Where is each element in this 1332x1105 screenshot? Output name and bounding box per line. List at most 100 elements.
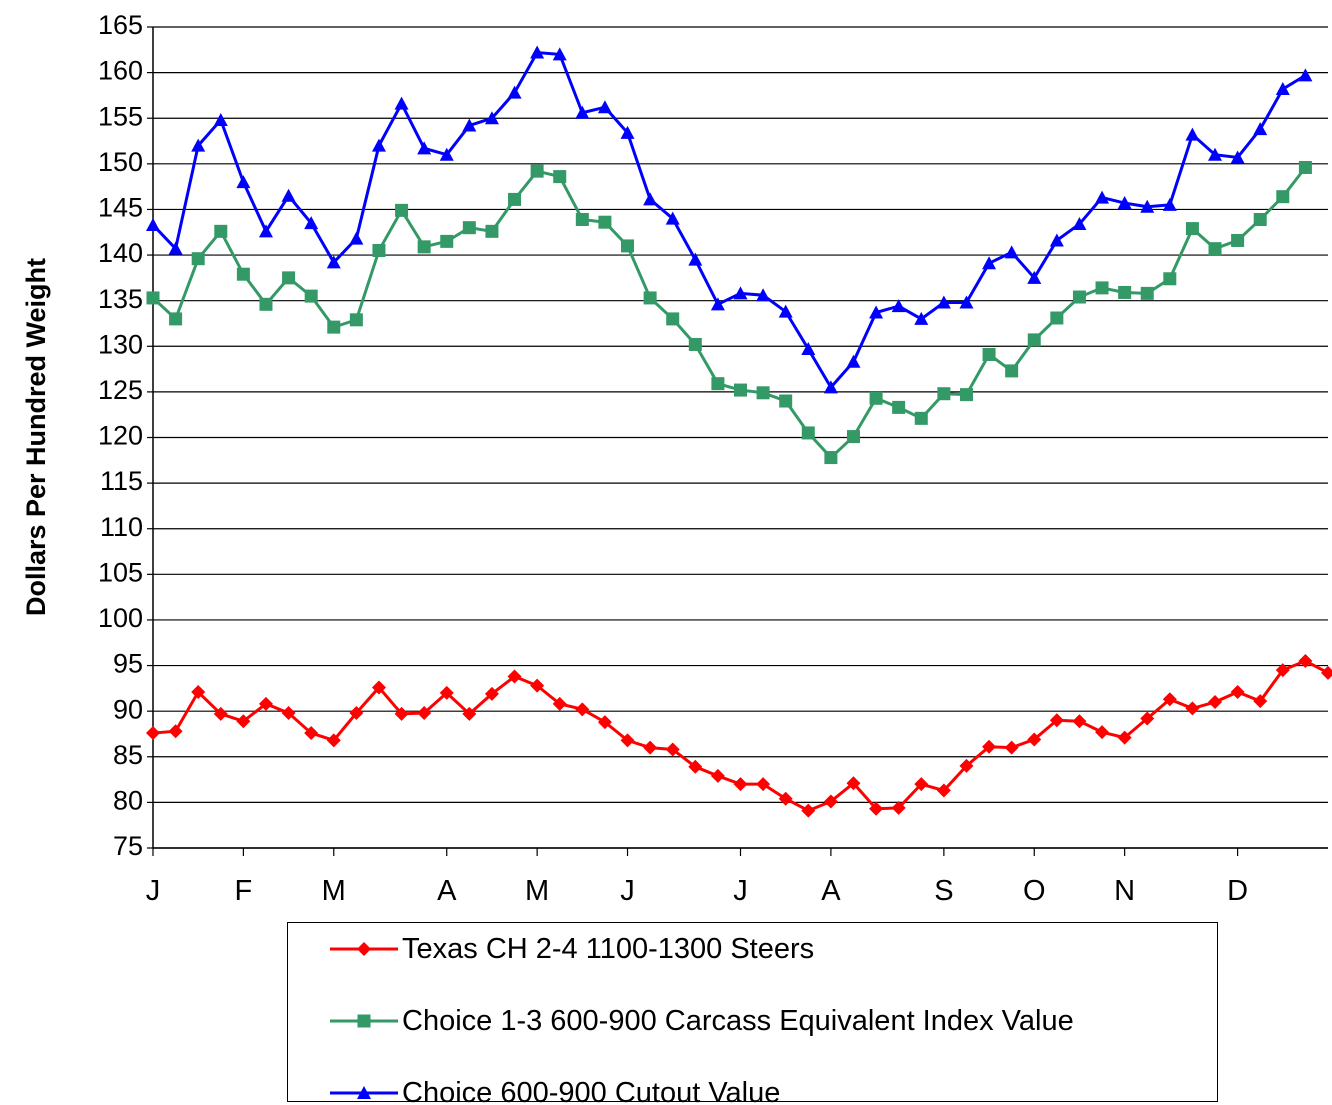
data-point [710, 297, 725, 311]
data-point [1005, 364, 1019, 378]
data-point [688, 759, 703, 774]
data-point [1049, 713, 1064, 728]
legend-swatch [330, 942, 398, 956]
data-point [236, 714, 251, 729]
data-point [508, 192, 522, 206]
x-tick-label: O [1023, 875, 1046, 907]
data-point [665, 742, 680, 757]
data-point [1004, 740, 1019, 755]
data-point [575, 105, 590, 119]
data-point [1162, 197, 1177, 211]
data-point [892, 400, 906, 414]
data-point [371, 680, 386, 695]
data-point [417, 141, 432, 155]
data-point [304, 726, 319, 741]
data-point [688, 252, 703, 266]
data-point [1298, 160, 1312, 174]
data-point [258, 696, 273, 711]
data-point [1275, 663, 1290, 678]
data-point [801, 803, 816, 818]
x-tick-label: M [322, 875, 346, 907]
data-point [530, 678, 545, 693]
data-point [801, 342, 816, 356]
data-point [281, 705, 296, 720]
data-point [326, 733, 341, 748]
data-point [846, 430, 860, 444]
data-point [1140, 286, 1154, 300]
y-tick-label: 110 [100, 512, 143, 542]
data-point [1253, 694, 1268, 709]
data-point [1163, 272, 1177, 286]
data-point [779, 394, 793, 408]
data-point [281, 188, 296, 202]
data-point [1230, 685, 1245, 700]
data-point [711, 377, 725, 391]
data-point [213, 706, 228, 721]
data-point [417, 240, 431, 254]
data-point [937, 387, 951, 401]
y-tick-label: 140 [98, 238, 143, 268]
data-point [236, 267, 250, 281]
data-point [1072, 217, 1087, 231]
data-point [982, 739, 997, 754]
data-point [439, 685, 454, 700]
data-point [621, 239, 635, 253]
data-point [597, 715, 612, 730]
data-point [688, 337, 702, 351]
data-point [959, 295, 974, 309]
x-tick-label: M [525, 875, 549, 907]
data-point [1185, 701, 1200, 716]
data-point [756, 777, 771, 792]
data-point [1231, 233, 1245, 247]
data-point [914, 411, 928, 425]
data-point [440, 234, 454, 248]
data-point [959, 388, 973, 402]
data-point [801, 426, 815, 440]
y-tick-label: 95 [113, 649, 143, 679]
y-axis-title: Dollars Per Hundred Weight [21, 258, 51, 616]
data-point [395, 203, 409, 217]
data-point [168, 724, 183, 739]
data-point [553, 170, 567, 184]
y-tick-label: 90 [113, 694, 143, 724]
data-point [710, 768, 725, 783]
data-point [1162, 692, 1177, 707]
data-point [530, 45, 545, 59]
data-point [349, 313, 363, 327]
x-tick-label: N [1114, 875, 1135, 907]
data-point [1117, 196, 1132, 210]
data-point [891, 800, 906, 815]
y-tick-label: 135 [98, 284, 143, 314]
data-point [146, 726, 160, 741]
data-point [462, 118, 477, 132]
data-point [666, 312, 680, 326]
data-point [484, 686, 499, 701]
data-point [485, 224, 499, 238]
data-point [823, 794, 838, 809]
data-point [326, 255, 341, 269]
data-point [1275, 82, 1290, 96]
data-point [394, 706, 409, 721]
legend-marker [357, 942, 371, 956]
data-point [282, 271, 296, 285]
data-point [304, 289, 318, 303]
legend-marker [357, 1086, 371, 1099]
legend-swatch [330, 1014, 398, 1028]
data-point [665, 211, 680, 225]
x-tick-label: D [1227, 875, 1248, 907]
data-point [891, 299, 906, 313]
data-point [1276, 190, 1290, 204]
data-point [394, 96, 409, 110]
data-point [191, 252, 205, 266]
y-tick-label: 100 [98, 603, 143, 633]
y-tick-label: 75 [113, 831, 143, 861]
legend: Texas CH 2-4 1100-1300 Steers Choice 1-3 … [287, 922, 1218, 1105]
data-point [620, 125, 635, 139]
data-point [982, 256, 997, 270]
data-point [1050, 311, 1064, 325]
legend-label: Texas CH 2-4 1100-1300 Steers [402, 933, 815, 965]
legend-label: Choice 600-900 Cutout Value [402, 1077, 781, 1105]
y-tick-label: 115 [100, 466, 143, 496]
data-point [462, 221, 476, 235]
